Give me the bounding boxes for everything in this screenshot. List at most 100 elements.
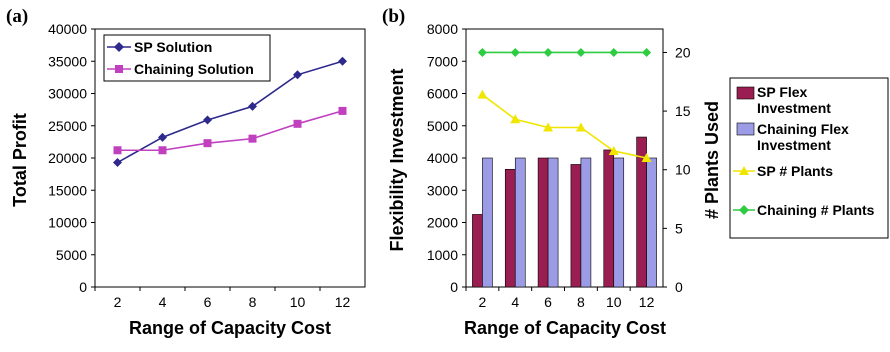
data-point — [543, 122, 554, 132]
panel-b-legend-box — [729, 77, 889, 239]
data-point — [641, 153, 652, 162]
y-tick-label: 1000 — [427, 247, 458, 263]
series-line — [117, 60, 343, 164]
data-point — [248, 134, 257, 143]
x-tick-label: 6 — [204, 294, 212, 310]
panel-b-y-axis-title: Flexibility Investment — [387, 68, 407, 251]
y-tick-label: 3000 — [427, 182, 458, 198]
legend-chaining-flex-label-line2: Investment — [757, 137, 831, 153]
y-tick-label: 0 — [79, 279, 87, 295]
panel-a-x-axis-title: Range of Capacity Cost — [129, 318, 331, 338]
panel-a-label: (a) — [6, 6, 28, 27]
y-tick-label: 25000 — [48, 118, 87, 134]
bar — [472, 214, 483, 288]
y2-tick-label: 15 — [675, 103, 691, 119]
panel-b-bars — [472, 136, 657, 288]
x-tick-label: 8 — [577, 294, 585, 310]
legend-sp-solution-label: SP Solution — [134, 39, 212, 55]
legend-sp-plants-marker — [739, 166, 749, 175]
y-tick-label: 5000 — [56, 247, 87, 263]
data-point — [293, 70, 302, 80]
bar — [504, 168, 516, 288]
bar — [514, 157, 526, 288]
y-tick-label: 7000 — [427, 53, 458, 69]
data-point — [113, 158, 122, 168]
legend-chaining-solution-marker — [115, 65, 123, 73]
bar — [646, 157, 657, 288]
y-tick-label: 8000 — [427, 21, 458, 37]
y-tick-label: 5000 — [427, 118, 458, 134]
bar — [603, 149, 615, 288]
legend-sp-plants-label: SP # Plants — [757, 163, 833, 179]
data-point — [113, 146, 122, 155]
x-tick-label: 10 — [606, 294, 622, 310]
y2-tick-label: 20 — [675, 44, 691, 60]
y-tick-label: 2000 — [427, 215, 458, 231]
legend-sp-flex-label-line1: SP Flex — [757, 84, 808, 100]
panel-a-line-chart: (a) 0 5000 10000 15000 20000 25000 30000 35000 4… — [6, 6, 366, 338]
data-point — [510, 114, 521, 124]
data-point — [158, 146, 167, 155]
panel-b-lines — [477, 47, 652, 162]
data-point — [575, 122, 586, 132]
data-point — [576, 47, 586, 57]
y-tick-label: 10000 — [48, 215, 87, 231]
x-tick-label: 8 — [249, 294, 257, 310]
x-tick-label: 2 — [479, 294, 487, 310]
y-tick-label: 15000 — [48, 182, 87, 198]
panel-b-x-ticks: 2 4 6 8 10 12 — [465, 287, 655, 310]
data-point — [608, 145, 619, 155]
data-point — [477, 89, 488, 99]
panel-a-y-axis-title: Total Profit — [10, 113, 30, 207]
y-tick-label: 6000 — [427, 86, 458, 102]
legend-chaining-solution-label: Chaining Solution — [134, 61, 254, 77]
panel-b-left-y-ticks: 0 1000 2000 3000 4000 5000 6000 7000 8000 — [427, 21, 466, 295]
panel-a-legend: SP Solution Chaining Solution — [103, 34, 271, 82]
panel-a-legend-box — [103, 34, 271, 82]
data-point — [203, 115, 212, 125]
panel-a-series — [113, 56, 347, 168]
y-tick-label: 20000 — [48, 150, 87, 166]
y-tick-label: 4000 — [427, 150, 458, 166]
legend-chaining-plants-label: Chaining # Plants — [757, 202, 875, 218]
x-tick-label: 12 — [639, 294, 655, 310]
panel-b-x-axis-title: Range of Capacity Cost — [464, 318, 666, 338]
panel-b-combo-chart: (b) 0 1000 2000 3000 4000 5000 6000 7000 8000 0 5… — [382, 6, 889, 338]
bar — [613, 157, 625, 288]
data-point — [158, 132, 167, 142]
y-tick-label: 30000 — [48, 86, 87, 102]
bar — [537, 157, 549, 288]
panel-b-right-y-axis-title: # Plants Used — [702, 101, 722, 219]
data-point — [293, 119, 302, 128]
bar — [580, 157, 592, 288]
bar — [547, 157, 559, 288]
series-line — [481, 94, 647, 159]
data-point — [642, 47, 652, 57]
data-point — [338, 106, 347, 115]
x-tick-label: 10 — [290, 294, 306, 310]
legend-sp-flex-label-line2: Investment — [757, 100, 831, 116]
bar — [570, 164, 582, 288]
panel-b-label: (b) — [382, 6, 405, 27]
y-tick-label: 35000 — [48, 53, 87, 69]
y-tick-label: 40000 — [48, 21, 87, 37]
x-tick-label: 6 — [544, 294, 552, 310]
y2-tick-label: 0 — [675, 279, 683, 295]
x-tick-label: 2 — [114, 294, 122, 310]
legend-sp-flex-swatch — [736, 86, 755, 100]
data-point — [338, 56, 347, 66]
legend-chaining-flex-swatch — [736, 122, 755, 136]
data-point — [477, 47, 487, 57]
data-point — [543, 47, 553, 57]
x-tick-label: 4 — [511, 294, 519, 310]
data-point — [510, 47, 520, 57]
panel-a-y-ticks: 0 5000 10000 15000 20000 25000 30000 35000 40000 — [48, 21, 95, 295]
y2-tick-label: 10 — [675, 162, 691, 178]
x-tick-label: 4 — [159, 294, 167, 310]
y2-tick-label: 5 — [675, 220, 683, 236]
series-line — [117, 110, 343, 152]
legend-chaining-flex-label-line1: Chaining Flex — [757, 121, 849, 137]
panel-a-x-ticks: 2 4 6 8 10 12 — [94, 287, 350, 310]
bar — [482, 157, 493, 288]
